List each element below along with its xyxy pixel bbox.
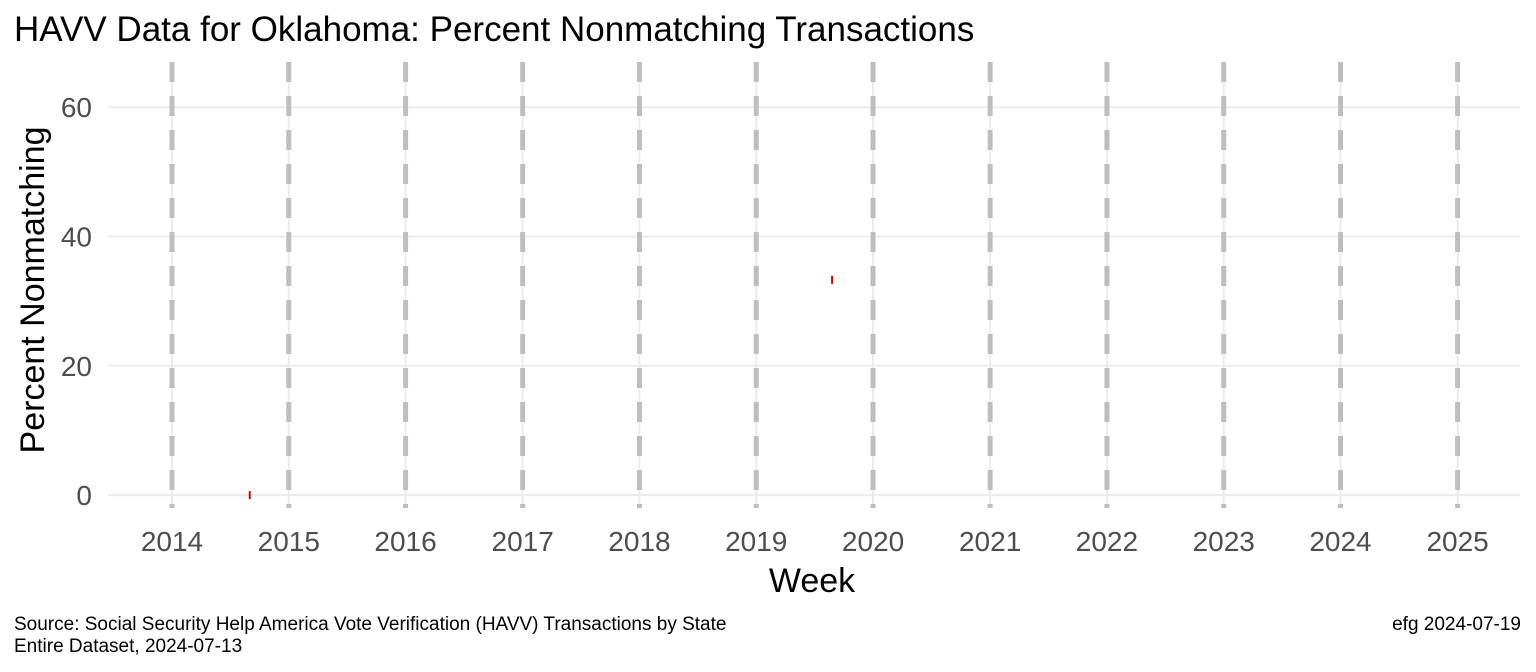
y-tick-label: 0 <box>76 480 92 511</box>
x-axis-title: Week <box>769 562 856 600</box>
x-tick-label: 2015 <box>258 526 320 557</box>
x-tick-label: 2016 <box>374 526 436 557</box>
x-tick-label: 2020 <box>842 526 904 557</box>
grid-lines <box>108 62 1520 508</box>
y-tick-label: 20 <box>61 351 92 382</box>
x-tick-label: 2021 <box>959 526 1021 557</box>
x-tick-label: 2022 <box>1076 526 1138 557</box>
year-boundary-lines <box>169 62 1461 508</box>
data-points <box>248 275 834 500</box>
x-axis-ticks: 2014 2015 2016 2017 2018 2019 2020 2021 2022 2023… <box>141 526 1489 557</box>
source-line-2: Entire Dataset, 2024-07-13 <box>14 636 243 657</box>
x-tick-label: 2014 <box>141 526 203 557</box>
source-caption: Source: Social Security Help America Vot… <box>14 614 726 658</box>
x-tick-label: 2025 <box>1426 526 1488 557</box>
x-tick-label: 2018 <box>608 526 670 557</box>
x-tick-label: 2019 <box>725 526 787 557</box>
x-tick-label: 2023 <box>1193 526 1255 557</box>
y-axis-title: Percent Nonmatching <box>14 127 52 454</box>
y-axis-ticks: 0 20 40 60 <box>61 92 92 511</box>
chart-title: HAVV Data for Oklahoma: Percent Nonmatch… <box>14 10 975 49</box>
source-line-1: Source: Social Security Help America Vot… <box>14 614 727 635</box>
y-tick-label: 60 <box>61 92 92 123</box>
y-tick-label: 40 <box>61 222 92 253</box>
credit-caption: efg 2024-07-19 <box>1392 614 1521 635</box>
x-tick-label: 2024 <box>1309 526 1371 557</box>
x-tick-label: 2017 <box>492 526 554 557</box>
